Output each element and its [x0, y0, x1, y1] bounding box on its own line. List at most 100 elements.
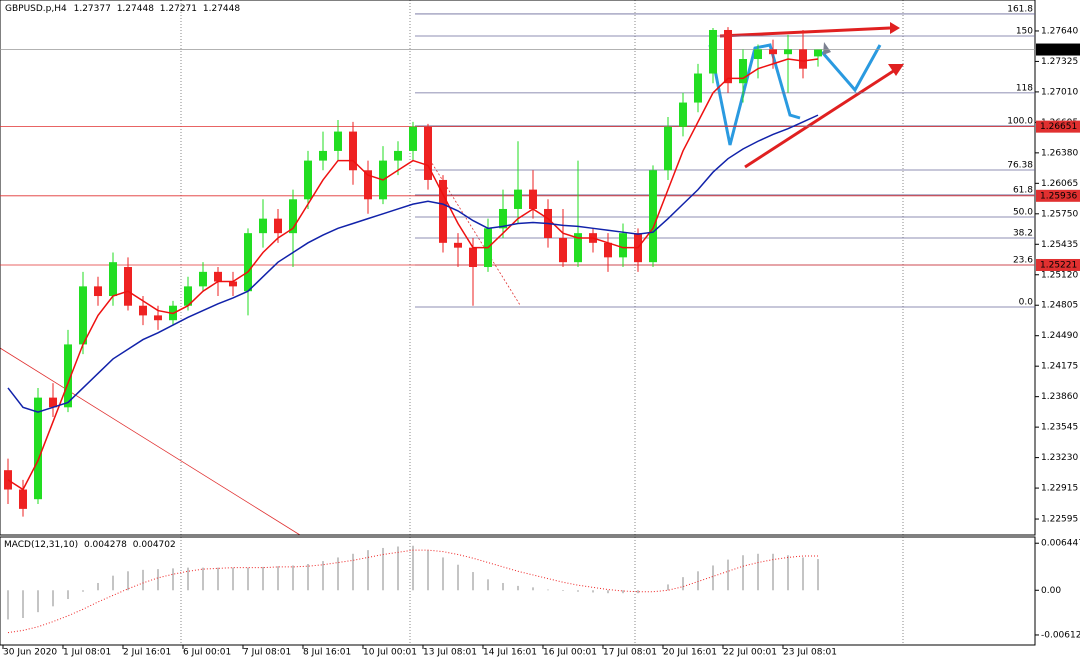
- level-label-bg: [1036, 189, 1080, 202]
- price-label-bg: [1036, 43, 1080, 56]
- ma-fast: [7, 58, 819, 491]
- x-tick-label: 8 Jul 16:01: [303, 648, 351, 658]
- macd-title: MACD(12,31,10): [4, 540, 78, 550]
- signal-value: 0.004702: [133, 540, 176, 550]
- candle-body: [199, 271, 207, 287]
- candle-body: [244, 233, 252, 292]
- candle-body: [109, 262, 117, 297]
- candle-body: [604, 242, 612, 258]
- y-tick-label: 1.23230: [1041, 453, 1078, 463]
- fib-label: 50.0: [1013, 207, 1033, 217]
- fib-label: 23.6: [1013, 255, 1033, 265]
- header-high: 1.27448: [117, 4, 154, 14]
- candle-body: [349, 131, 357, 171]
- candle-body: [559, 237, 567, 263]
- candle-body: [79, 286, 87, 345]
- candle-body: [319, 150, 327, 161]
- candle-body: [754, 49, 762, 60]
- fib-label: 38.2: [1013, 228, 1033, 238]
- y-tick-label: 1.25750: [1041, 209, 1078, 219]
- level-label-bg: [1036, 120, 1080, 133]
- x-tick-label: 10 Jul 00:01: [363, 648, 417, 658]
- candle-body: [499, 208, 507, 229]
- fib-label: 161.8: [1007, 4, 1033, 14]
- main-frame: [0, 0, 1036, 536]
- candle-body: [304, 160, 312, 200]
- fib-label: 100.0: [1007, 116, 1033, 126]
- candle-body: [259, 218, 267, 234]
- y-tick-label: 1.22595: [1041, 515, 1078, 525]
- macd-frame: [0, 536, 1036, 646]
- x-tick-label: 1 Jul 08:01: [63, 648, 111, 658]
- candle-body: [19, 489, 27, 509]
- y-tick-label: 1.27010: [1041, 87, 1078, 97]
- x-tick-label: 16 Jul 00:01: [543, 648, 597, 658]
- candle-body: [94, 286, 102, 297]
- ma-slow: [7, 114, 819, 413]
- candle-body: [364, 170, 372, 200]
- x-tick-label: 20 Jul 16:01: [663, 648, 717, 658]
- macd-tick-label: -0.006125: [1041, 630, 1080, 640]
- fib-label: 0.0: [1019, 297, 1034, 307]
- candle-body: [799, 49, 807, 69]
- x-tick-label: 6 Jul 00:01: [183, 648, 231, 658]
- level-label: 1.26651: [1040, 122, 1077, 132]
- y-tick-label: 1.26380: [1041, 148, 1078, 158]
- candle-body: [334, 131, 342, 151]
- candle-body: [784, 49, 792, 55]
- candle-body: [454, 242, 462, 248]
- candle-body: [64, 344, 72, 408]
- candle-body: [439, 179, 447, 243]
- y-tick-label: 1.24490: [1041, 331, 1078, 341]
- x-tick-label: 2 Jul 16:01: [123, 648, 171, 658]
- candle-body: [769, 49, 777, 55]
- candle-body: [679, 102, 687, 127]
- candle-body: [739, 59, 747, 84]
- candle-body: [289, 199, 297, 234]
- candle-body: [694, 73, 702, 103]
- y-tick-label: 1.27640: [1041, 26, 1078, 36]
- x-tick-label: 22 Jul 00:01: [723, 648, 777, 658]
- candle-body: [664, 126, 672, 171]
- y-tick-label: 1.24175: [1041, 362, 1078, 372]
- price-label: 1.27448: [1040, 45, 1077, 55]
- level-label-bg: [1036, 258, 1080, 271]
- candle-body: [154, 315, 162, 321]
- drawings: [0, 22, 904, 536]
- y-tick-label: 1.23545: [1041, 423, 1078, 433]
- candle-body: [529, 189, 537, 209]
- macd-tick-label: 0.00: [1041, 586, 1061, 596]
- level-label: 1.25221: [1040, 260, 1077, 270]
- y-tick-label: 1.24805: [1041, 301, 1078, 311]
- x-tick-label: 14 Jul 16:01: [483, 648, 537, 658]
- candle-body: [184, 286, 192, 306]
- x-tick-label: 17 Jul 08:01: [603, 648, 657, 658]
- y-tick-label: 1.23860: [1041, 392, 1078, 402]
- candle-body: [394, 150, 402, 161]
- symbol: GBPUSD.p,H4: [5, 4, 67, 14]
- macd-signal: [7, 549, 819, 634]
- x-tick-label: 7 Jul 08:01: [243, 648, 291, 658]
- y-tick-label: 1.26065: [1041, 179, 1078, 189]
- y-tick-label: 1.25120: [1041, 270, 1078, 280]
- header-low: 1.27271: [160, 4, 197, 14]
- header-open: 1.27377: [74, 4, 111, 14]
- candle-body: [469, 247, 477, 268]
- level-label: 1.25936: [1040, 191, 1077, 201]
- candle-body: [49, 397, 57, 408]
- candle-body: [514, 189, 522, 209]
- header-close: 1.27448: [203, 4, 240, 14]
- candle-body: [274, 218, 282, 234]
- candle-body: [139, 305, 147, 316]
- macd-header: MACD(12,31,10) 0.004278 0.004702: [4, 540, 176, 550]
- header: GBPUSD.p,H4 1.27377 1.27448 1.27271 1.27…: [5, 4, 240, 14]
- y-tick-label: 1.22915: [1041, 484, 1078, 494]
- candle-body: [409, 126, 417, 151]
- candle-body: [214, 271, 222, 282]
- macd-tick-label: 0.006447: [1041, 539, 1080, 549]
- candle-body: [724, 29, 732, 84]
- fib-label: 118: [1016, 83, 1033, 93]
- candle-body: [649, 170, 657, 263]
- x-tick-label: 13 Jul 08:01: [423, 648, 477, 658]
